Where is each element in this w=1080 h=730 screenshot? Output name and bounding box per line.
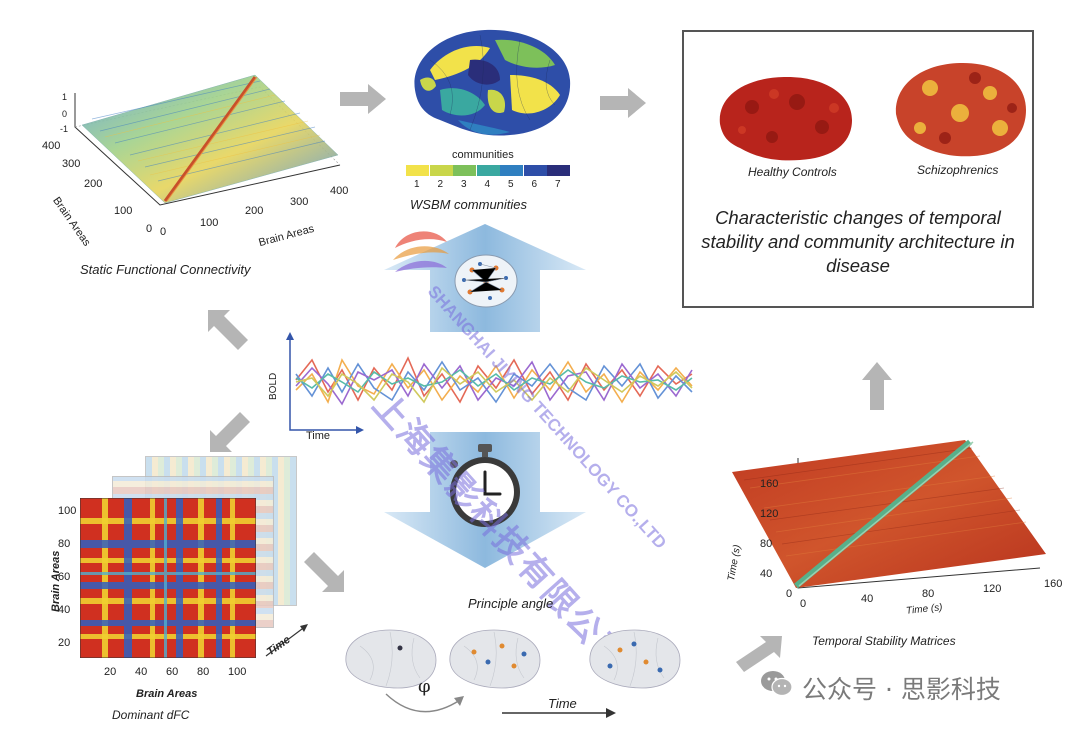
arrow-up-left-icon (208, 310, 248, 350)
fc-x-tick: 300 (290, 196, 309, 208)
phi-curved-arrow-icon (385, 693, 464, 713)
temporal-stability-surface (732, 439, 1046, 589)
wsbm-brain-image (414, 29, 571, 136)
arrow-down-right-icon (304, 552, 344, 592)
wsbm-legend-label: 1 (414, 179, 420, 190)
arrow-right-icon (600, 88, 646, 118)
fc-y-tick: 100 (114, 205, 133, 217)
tsm-x-tick: 120 (983, 583, 1002, 595)
dfc-x-tick: 20 (104, 666, 117, 678)
healthy-controls-brain (719, 76, 852, 161)
dfc-x-tick: 40 (135, 666, 148, 678)
fc-x-tick: 100 (200, 217, 219, 229)
dfc-x-tick: 80 (197, 666, 210, 678)
wsbm-legend-swatch (547, 165, 570, 176)
wsbm-legend-swatch (453, 165, 476, 176)
fc-x-tick: 200 (245, 205, 264, 217)
fc-y-tick: 200 (84, 178, 103, 190)
fc-z-tick: 1 (62, 92, 68, 102)
arrow-up-icon (862, 362, 892, 410)
static-fc-caption: Static Functional Connectivity (80, 262, 251, 277)
schizophrenics-label: Schizophrenics (917, 163, 999, 177)
tsm-y-tick: 160 (760, 478, 779, 490)
fc-diagonal-ridge (163, 76, 257, 202)
principle-time-label: Time (548, 696, 577, 711)
dfc-front-matrix (80, 498, 256, 658)
wechat-account-label: 公众号 · 思影科技 (802, 675, 1001, 704)
phi-symbol: φ (418, 676, 431, 697)
wsbm-legend-title: communities (452, 149, 514, 161)
arrow-right-icon (340, 84, 386, 114)
tsm-y-tick: 120 (760, 508, 779, 520)
dfc-y-tick: 100 (58, 505, 77, 517)
wsbm-legend-label: 2 (437, 179, 444, 190)
arrow-up-right-icon (736, 636, 782, 672)
fc-z-tick: 0 (62, 109, 68, 119)
tsm-y-tick: 80 (760, 538, 773, 550)
bold-y-axis-label: BOLD (268, 372, 279, 400)
fc-y-tick: 0 (146, 223, 153, 235)
wsbm-legend-swatch (500, 165, 523, 176)
fc-y-tick: 400 (42, 140, 61, 152)
wsbm-legend-label: 6 (531, 179, 538, 190)
wsbm-legend-swatch (429, 165, 453, 176)
fc-z-tick: -1 (60, 124, 69, 134)
dfc-x-tick: 100 (228, 666, 247, 678)
fc-y-tick: 300 (62, 158, 81, 170)
watermark-logo (393, 231, 449, 272)
wechat-icon (761, 671, 793, 697)
wsbm-legend-label: 4 (484, 179, 491, 190)
tsm-x-tick: 0 (800, 598, 807, 610)
wsbm-legend-label: 7 (555, 179, 561, 190)
tsm-y-tick: 40 (760, 568, 773, 580)
dfc-x-axis-label: Brain Areas (136, 688, 198, 700)
brain-network-icon (454, 254, 518, 308)
dfc-y-tick: 60 (58, 571, 71, 583)
bold-timeseries-plot (286, 332, 693, 434)
fc-x-tick: 400 (330, 185, 349, 197)
principle-angle-brain-1 (345, 629, 437, 689)
bold-x-axis-label: Time (306, 430, 331, 442)
wsbm-legend-swatch (406, 165, 429, 176)
principle-angle-brain-2 (449, 629, 541, 689)
static-fc-surface-plot (74, 74, 341, 206)
healthy-controls-label: Healthy Controls (748, 165, 837, 179)
principle-angle-brain-3 (589, 629, 681, 689)
wsbm-legend-swatch (476, 165, 500, 176)
disease-summary-text: Characteristic changes of temporal stabi… (701, 207, 1015, 276)
dominant-dfc-caption: Dominant dFC (112, 708, 190, 722)
time-arrow-icon (502, 708, 616, 718)
arrow-down-left-icon (210, 412, 250, 452)
dfc-time-arrow-icon (265, 624, 308, 657)
tsm-y-tick: 0 (786, 588, 793, 600)
tsm-x-tick: 40 (861, 593, 874, 605)
tsm-x-tick: 160 (1044, 578, 1063, 590)
tsm-diagonal-band (794, 439, 972, 589)
dfc-x-tick: 60 (166, 666, 179, 678)
tsm-x-tick: 80 (922, 588, 935, 600)
dfc-y-tick: 20 (58, 637, 71, 649)
principle-angle-caption: Principle angle (468, 596, 554, 611)
dfc-y-tick: 40 (58, 604, 71, 616)
wsbm-legend-label: 5 (508, 179, 514, 190)
wsbm-legend-swatch (523, 165, 547, 176)
schizophrenics-brain (895, 62, 1026, 157)
dfc-y-axis-label: Brain Areas (50, 550, 62, 612)
stopwatch-icon (450, 444, 520, 527)
wsbm-legend-label: 3 (461, 179, 467, 190)
fc-x-tick: 0 (160, 226, 167, 238)
dfc-y-tick: 80 (58, 538, 71, 550)
wsbm-caption: WSBM communities (410, 197, 528, 212)
temporal-stability-caption: Temporal Stability Matrices (812, 634, 956, 648)
